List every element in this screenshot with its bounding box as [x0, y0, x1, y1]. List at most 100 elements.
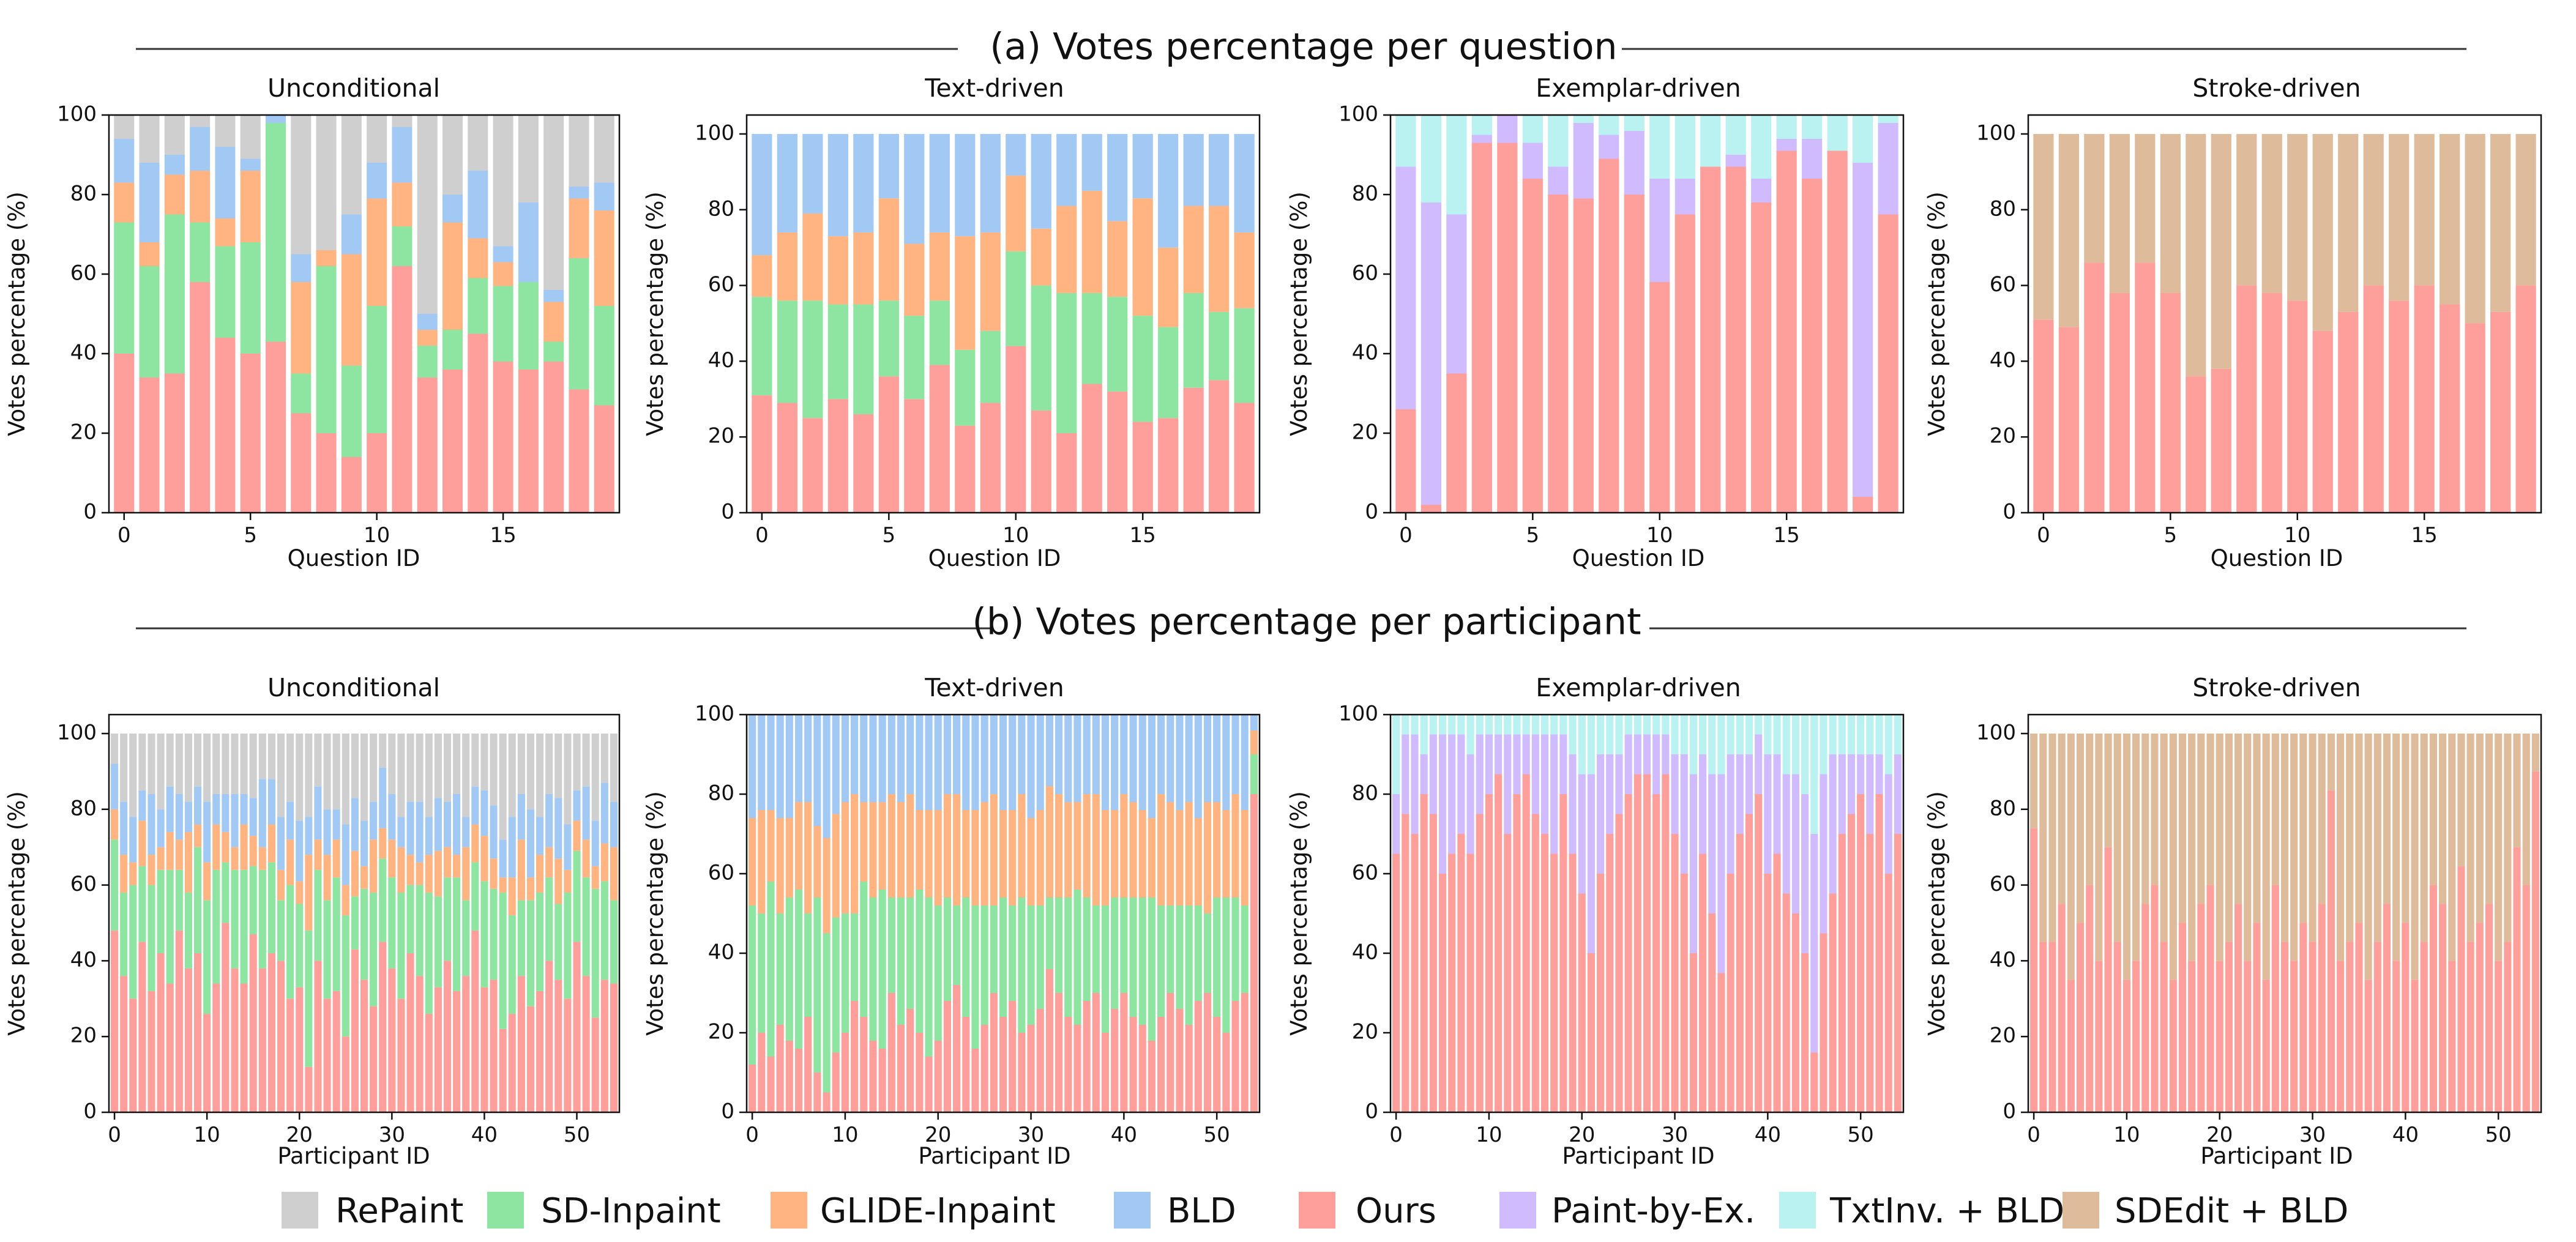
- bar-segment-bld: [1157, 715, 1165, 794]
- bar-segment-bld: [164, 155, 185, 175]
- legend-swatch-glide-inpaint: [771, 1192, 807, 1229]
- bar-segment-repaint: [543, 115, 564, 290]
- bar-segment-bld: [916, 715, 924, 810]
- bar-segment-sd: [323, 900, 331, 999]
- bar-segment-sdedit: [2522, 733, 2530, 885]
- bar-segment-ours: [342, 1036, 349, 1112]
- bar-segment-glide: [508, 877, 516, 916]
- bar-segment-glide: [1120, 794, 1128, 898]
- bar-segment-bld: [794, 715, 803, 802]
- bar-segment-bld: [897, 715, 905, 802]
- bar-segment-txtinv: [1820, 715, 1827, 775]
- bar-segment-ours: [1802, 179, 1823, 513]
- bar-segment-sd: [543, 341, 564, 362]
- bar-segment-ours: [1573, 198, 1594, 513]
- legend-label-sd-inpaint: SD-Inpaint: [541, 1191, 721, 1231]
- bar-segment-ours: [2465, 323, 2485, 513]
- bar-segment-sd: [314, 869, 322, 961]
- bar-segment-sdedit: [2338, 133, 2359, 312]
- bar-segment-ours: [1411, 834, 1419, 1112]
- bar-segment-ours: [249, 934, 257, 1112]
- bar-segment-ours: [2522, 885, 2530, 1112]
- bar-segment-ours: [610, 983, 618, 1112]
- bar-segment-sd: [111, 839, 119, 931]
- bar-segment-bld: [1107, 133, 1128, 221]
- bar-segment-bld: [1234, 133, 1255, 232]
- bar-segment-ours: [1183, 387, 1204, 513]
- bar-segment-sdedit: [2485, 733, 2493, 904]
- bar-segment-bld: [277, 817, 285, 870]
- bar-segment-txtinv: [1471, 115, 1492, 135]
- bar-segment-bld: [231, 794, 239, 847]
- bar-segment-sd: [1203, 913, 1212, 993]
- bar-segment-ours: [370, 1006, 378, 1112]
- bar-segment-sd: [1056, 292, 1077, 433]
- bar-segment-bld: [351, 798, 359, 851]
- bar-segment-bld: [1138, 715, 1146, 810]
- bar-segment-txtinv: [1699, 715, 1707, 754]
- bar-segment-pbe: [1802, 139, 1823, 179]
- bar-segment-sdedit: [2495, 733, 2503, 961]
- bar-segment-bld: [1101, 715, 1110, 810]
- bar-segment-pbe: [1853, 163, 1873, 497]
- bar-segment-bld: [1250, 715, 1258, 731]
- bar-segment-ours: [1231, 1001, 1239, 1112]
- bar-segment-sd: [971, 905, 979, 1049]
- bar-segment-sdedit: [2234, 733, 2242, 904]
- axes-frame: [745, 114, 1261, 514]
- bar-segment-sd: [417, 346, 438, 377]
- bar-segment-glide: [600, 843, 608, 882]
- bar-segment-ours: [1073, 1025, 1081, 1112]
- bar-segment-sd: [351, 896, 359, 950]
- bar-segment-txtinv: [1569, 715, 1577, 754]
- bar-segment-ours: [1083, 1001, 1091, 1112]
- bar-segment-glide: [462, 847, 470, 901]
- bar-segment-ours: [2160, 942, 2168, 1112]
- x-axis-label: Participant ID: [277, 1143, 430, 1169]
- bar-segment-glide: [1241, 810, 1249, 905]
- bar-segment-ours: [1700, 166, 1721, 513]
- bar-segment-ours: [827, 399, 848, 513]
- legend-swatch-repaint: [282, 1192, 318, 1229]
- bar-segment-ours: [2160, 292, 2181, 513]
- bar-segment-sdedit: [2067, 733, 2075, 980]
- bar-segment-glide: [906, 794, 914, 898]
- bar-segment-ours: [1522, 179, 1543, 513]
- bar-segment-glide: [379, 828, 387, 859]
- panel-b-unconditional: Unconditional Votes percentage (%) Parti…: [4, 673, 440, 1169]
- bar-segment-sd: [1129, 898, 1137, 1017]
- x-tick-label: 50: [1848, 1123, 1874, 1147]
- bar-segment-repaint: [397, 733, 405, 817]
- bar-segment-sd: [1132, 316, 1153, 422]
- bar-segment-sd: [925, 898, 933, 1057]
- y-tick-label: 80: [708, 781, 734, 806]
- bar-segment-ours: [508, 1014, 516, 1112]
- bar-segment-ours: [1031, 410, 1051, 513]
- bar-segment-sdedit: [2039, 733, 2047, 942]
- bar-segment-pbe: [1522, 734, 1530, 775]
- bar-segment-sdedit: [2299, 733, 2307, 923]
- bar-segment-sdedit: [2169, 733, 2177, 980]
- x-tick-label: 5: [2163, 523, 2177, 548]
- bar-segment-bld: [1148, 715, 1155, 818]
- bar-segment-sd: [1183, 292, 1204, 388]
- bar-segment-sd: [453, 877, 461, 991]
- bar-segment-sd: [1107, 297, 1128, 392]
- bar-segment-bld: [1009, 715, 1017, 810]
- bar-segment-glide: [1234, 232, 1255, 308]
- x-tick-label: 10: [2284, 523, 2310, 548]
- y-tick-label: 40: [70, 948, 97, 972]
- bar-segment-bld: [1092, 715, 1100, 794]
- bar-segment-ours: [955, 425, 976, 513]
- bar-segment-sdedit: [2206, 733, 2214, 885]
- bar-segment-repaint: [323, 733, 331, 809]
- bar-segment-ours: [1395, 409, 1416, 513]
- bar-segment-pbe: [1548, 166, 1569, 195]
- bar-segment-ours: [2392, 961, 2400, 1112]
- bar-segment-txtinv: [1531, 715, 1539, 735]
- bar-segment-sdedit: [2363, 133, 2384, 286]
- bar-segment-ours: [517, 976, 525, 1112]
- bar-segment-pbe: [1633, 734, 1641, 775]
- bar-segment-ours: [2495, 961, 2503, 1112]
- bar-segment-sd: [1167, 905, 1174, 993]
